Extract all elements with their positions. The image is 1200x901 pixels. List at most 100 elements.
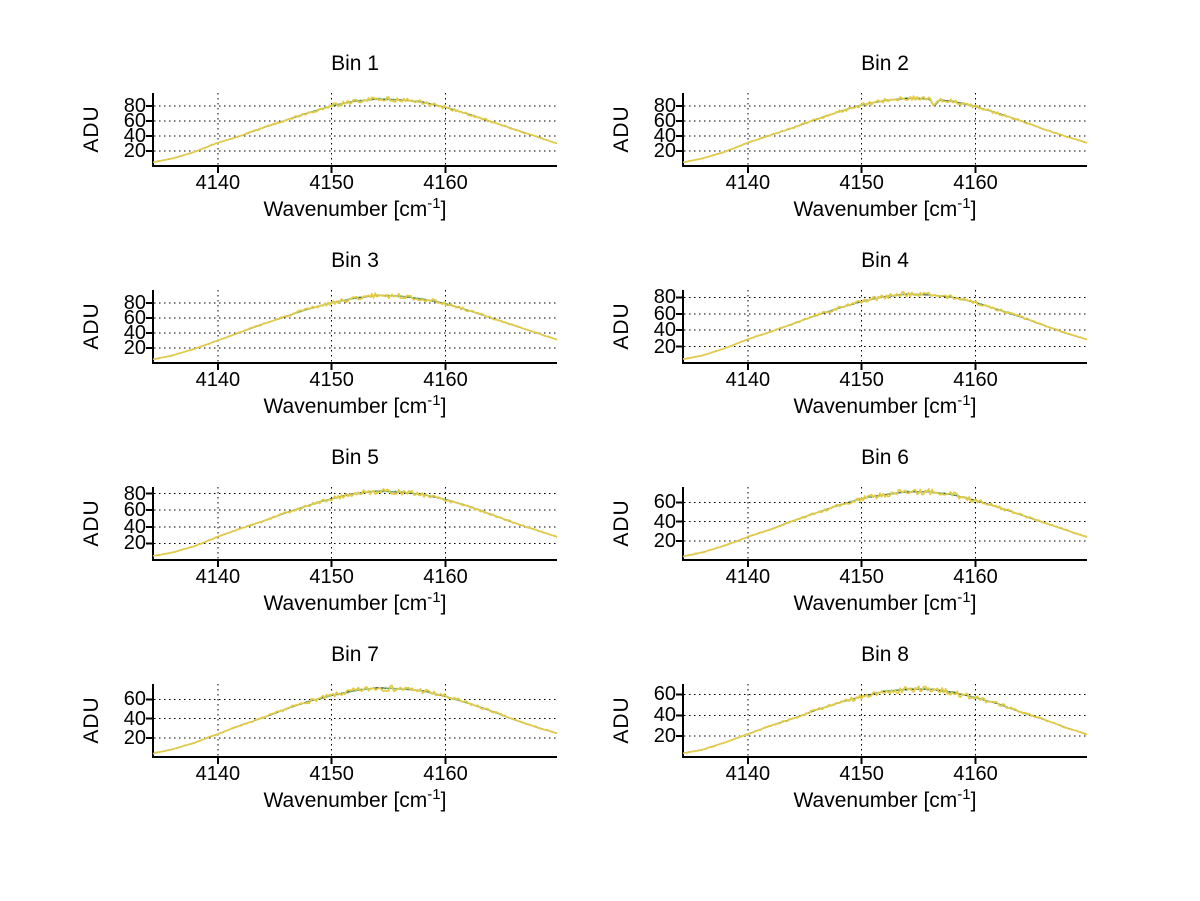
spectrum-curve xyxy=(152,488,558,557)
y-tick-label: 60 xyxy=(653,491,676,514)
subplot-title: Bin 3 xyxy=(331,249,379,272)
subplot-bin-1: Bin 1 ADU Wavenumber [cm-1] 20 40 60 80 4140… xyxy=(0,48,670,245)
x-tick-label: 4160 xyxy=(423,369,468,391)
axes xyxy=(146,93,557,173)
x-axis-label-main: Wavenumber [cm xyxy=(263,789,428,812)
grid-lines xyxy=(684,93,1087,166)
x-axis-label-main: Wavenumber [cm xyxy=(263,395,428,418)
x-axis-label-superscript: -1 xyxy=(957,786,971,803)
y-tick-label: 80 xyxy=(653,94,676,117)
underlying-curve xyxy=(152,294,558,360)
axes xyxy=(676,290,1087,370)
x-tick-label: 4160 xyxy=(953,369,998,391)
x-axis-label-main: Wavenumber [cm xyxy=(263,592,428,615)
y-tick-label: 40 xyxy=(653,704,676,727)
x-axis-label-superscript: -1 xyxy=(957,195,971,212)
y-tick-label: 80 xyxy=(123,482,146,505)
x-axis-label-superscript: -1 xyxy=(427,589,441,606)
secondary-curve xyxy=(682,687,1088,754)
y-tick-label: 80 xyxy=(123,291,146,314)
plot-canvas xyxy=(146,487,558,567)
grid-lines xyxy=(154,487,557,560)
x-tick-label: 4140 xyxy=(725,566,771,588)
x-axis-label: Wavenumber [cm-1] xyxy=(683,195,1087,222)
y-tick-label: 20 xyxy=(123,336,146,359)
x-tick-label: 4160 xyxy=(953,566,998,588)
axes xyxy=(146,487,557,567)
x-axis-label: Wavenumber [cm-1] xyxy=(153,195,557,222)
axes xyxy=(146,290,557,370)
plot-canvas xyxy=(676,93,1088,173)
underlying-curve xyxy=(682,688,1088,754)
y-tick-label: 40 xyxy=(653,510,676,533)
x-axis-label-close: ] xyxy=(440,592,447,615)
y-tick-label: 80 xyxy=(123,94,146,117)
y-tick-label: 20 xyxy=(653,529,676,552)
x-tick-label: 4160 xyxy=(423,566,468,588)
y-tick-label: 60 xyxy=(123,109,146,132)
x-axis-label-superscript: -1 xyxy=(957,589,971,606)
subplot-bin-8: Bin 8 ADU Wavenumber [cm-1] 20 40 60 4140 41… xyxy=(530,639,1200,836)
x-axis-label-superscript: -1 xyxy=(427,195,441,212)
x-axis-label-close: ] xyxy=(970,592,977,615)
underlying-curve xyxy=(152,98,558,163)
y-tick-label: 60 xyxy=(123,688,146,711)
x-axis-label: Wavenumber [cm-1] xyxy=(153,393,557,419)
secondary-curve xyxy=(152,294,558,360)
axes xyxy=(676,684,1087,764)
x-axis-label-close: ] xyxy=(970,789,977,812)
subplot-bin-3: Bin 3 ADU Wavenumber [cm-1] 20 40 60 80 4140… xyxy=(0,245,670,442)
subplot-bin-2: Bin 2 ADU Wavenumber [cm-1] 20 40 60 80 4140… xyxy=(530,48,1200,245)
axes xyxy=(676,93,1087,173)
x-tick-label: 4140 xyxy=(195,172,241,194)
y-tick-label: 20 xyxy=(653,725,676,748)
subplot-bin-6: Bin 6 ADU Wavenumber [cm-1] 20 40 60 4140 41… xyxy=(530,442,1200,639)
x-axis-label-close: ] xyxy=(440,198,447,221)
x-tick-label: 4150 xyxy=(839,763,884,785)
x-axis-label: Wavenumber [cm-1] xyxy=(153,787,557,813)
x-axis-label: Wavenumber [cm-1] xyxy=(153,589,557,616)
underlying-curve xyxy=(152,490,558,557)
x-axis-label-main: Wavenumber [cm xyxy=(263,198,428,221)
x-tick-label: 4150 xyxy=(309,763,354,785)
axes xyxy=(676,487,1087,567)
grid-lines xyxy=(684,684,1087,757)
plot-canvas xyxy=(146,93,558,173)
y-tick-label: 60 xyxy=(653,302,676,325)
x-axis-label-main: Wavenumber [cm xyxy=(793,592,958,615)
subplot-title: Bin 6 xyxy=(861,446,909,469)
x-tick-label: 4150 xyxy=(839,566,884,588)
x-tick-label: 4160 xyxy=(953,172,998,194)
y-tick-label: 60 xyxy=(653,109,676,132)
y-tick-label: 40 xyxy=(123,321,146,344)
subplot-bin-5: Bin 5 ADU Wavenumber [cm-1] 20 40 60 80 4140… xyxy=(0,442,670,639)
subplot-title: Bin 7 xyxy=(331,643,379,666)
y-tick-label: 80 xyxy=(653,286,676,309)
y-tick-label: 40 xyxy=(123,707,146,730)
x-tick-label: 4150 xyxy=(309,369,354,391)
subplot-bin-4: Bin 4 ADU Wavenumber [cm-1] 20 40 60 80 4140… xyxy=(530,245,1200,442)
y-tick-label: 40 xyxy=(653,124,676,147)
x-axis-label: Wavenumber [cm-1] xyxy=(683,786,1087,813)
y-tick-label: 60 xyxy=(123,499,146,522)
subplot-title: Bin 5 xyxy=(331,446,379,469)
secondary-curve xyxy=(152,489,558,557)
underlying-curve xyxy=(682,293,1088,360)
subplot-title: Bin 1 xyxy=(331,52,379,75)
grid-lines xyxy=(154,684,557,757)
x-axis-label-close: ] xyxy=(440,395,447,418)
x-tick-label: 4150 xyxy=(309,566,354,588)
x-tick-label: 4140 xyxy=(195,763,241,785)
subplot-bin-7: Bin 7 ADU Wavenumber [cm-1] 20 40 60 4140 41… xyxy=(0,639,670,836)
x-tick-label: 4140 xyxy=(195,369,241,391)
x-tick-label: 4160 xyxy=(953,763,998,785)
subplot-title: Bin 2 xyxy=(861,52,909,75)
x-tick-label: 4140 xyxy=(725,369,771,391)
grid-lines xyxy=(154,290,557,363)
x-axis-label-close: ] xyxy=(970,198,977,221)
underlying-curve xyxy=(152,687,558,754)
y-tick-label: 60 xyxy=(653,683,676,706)
grid-lines xyxy=(154,93,557,166)
secondary-curve xyxy=(682,292,1088,360)
